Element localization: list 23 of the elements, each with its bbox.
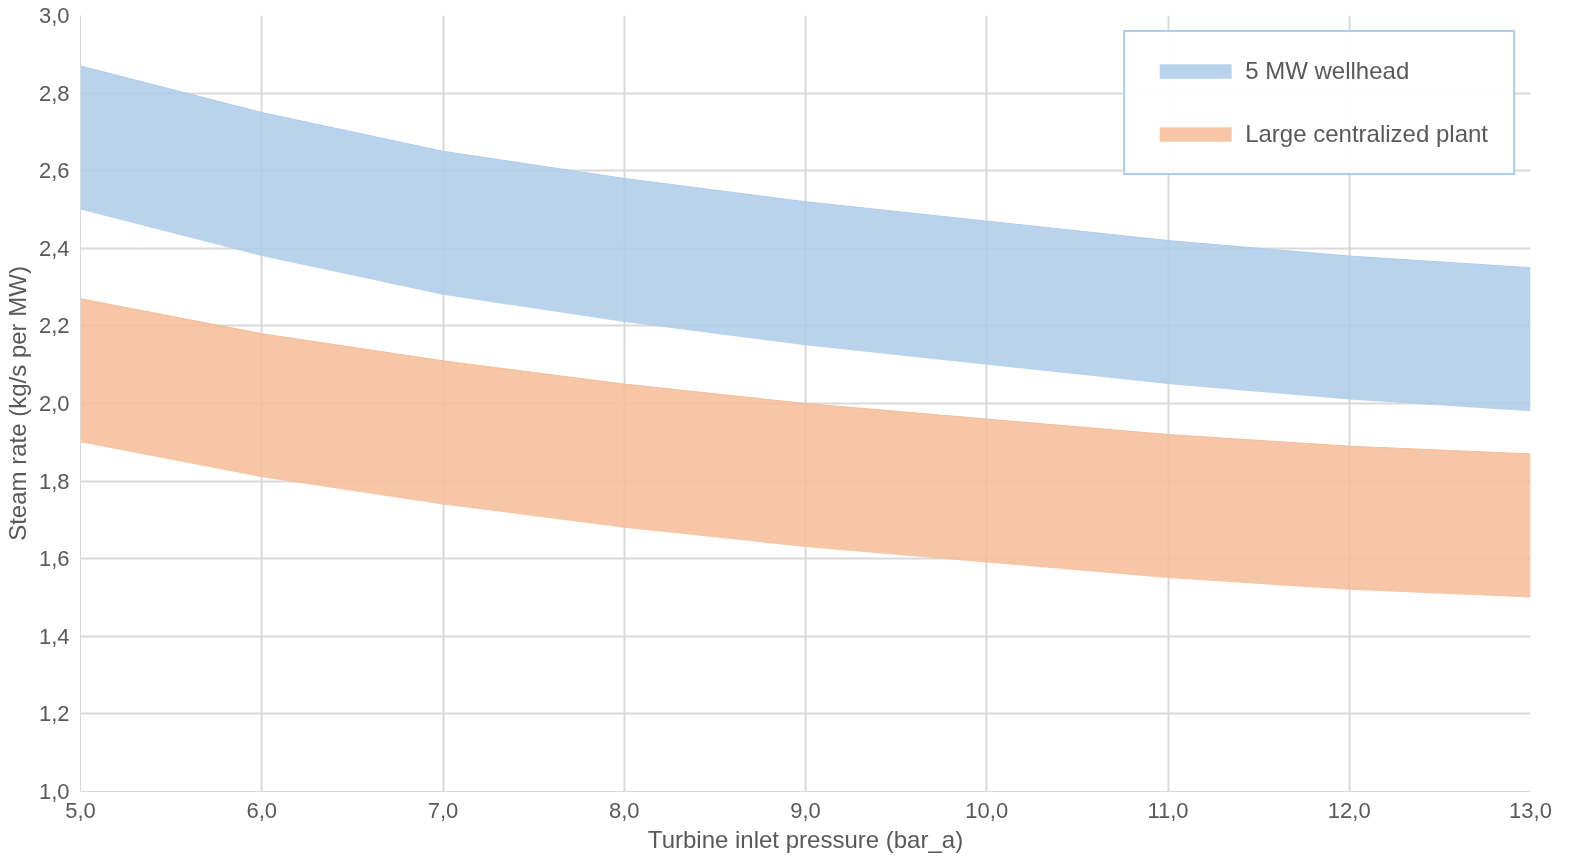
y-tick-label: 2,6 [38, 158, 70, 184]
y-axis-title: Steam rate (kg/s per MW) [3, 266, 31, 541]
x-tick-label: 10,0 [965, 797, 1009, 823]
x-tick-label: 13,0 [1509, 797, 1552, 823]
y-tick-label: 2,2 [38, 313, 70, 339]
legend-label: 5 MW wellhead [1245, 57, 1410, 85]
x-axis-title: Turbine inlet pressure (bar_a) [647, 825, 964, 853]
y-tick-label: 2,4 [38, 235, 70, 261]
legend-label: Large centralized plant [1245, 120, 1488, 148]
y-tick-label: 1,8 [38, 468, 70, 494]
y-tick-label: 1,4 [38, 623, 70, 649]
x-tick-label: 7,0 [427, 797, 459, 823]
x-tick-label: 9,0 [790, 797, 821, 823]
x-tick-label: 6,0 [246, 797, 278, 823]
y-tick-label: 2,0 [38, 391, 70, 416]
y-tick-label: 2,8 [38, 80, 70, 106]
x-tick-label: 11,0 [1147, 797, 1189, 823]
y-tick-label: 3,0 [38, 3, 70, 28]
x-tick-label: 8,0 [608, 797, 640, 823]
x-tick-label: 12,0 [1327, 797, 1371, 823]
y-tick-label: 1,6 [38, 546, 70, 572]
y-tick-label: 1,2 [38, 701, 70, 727]
y-tick-label: 1,0 [38, 779, 70, 804]
